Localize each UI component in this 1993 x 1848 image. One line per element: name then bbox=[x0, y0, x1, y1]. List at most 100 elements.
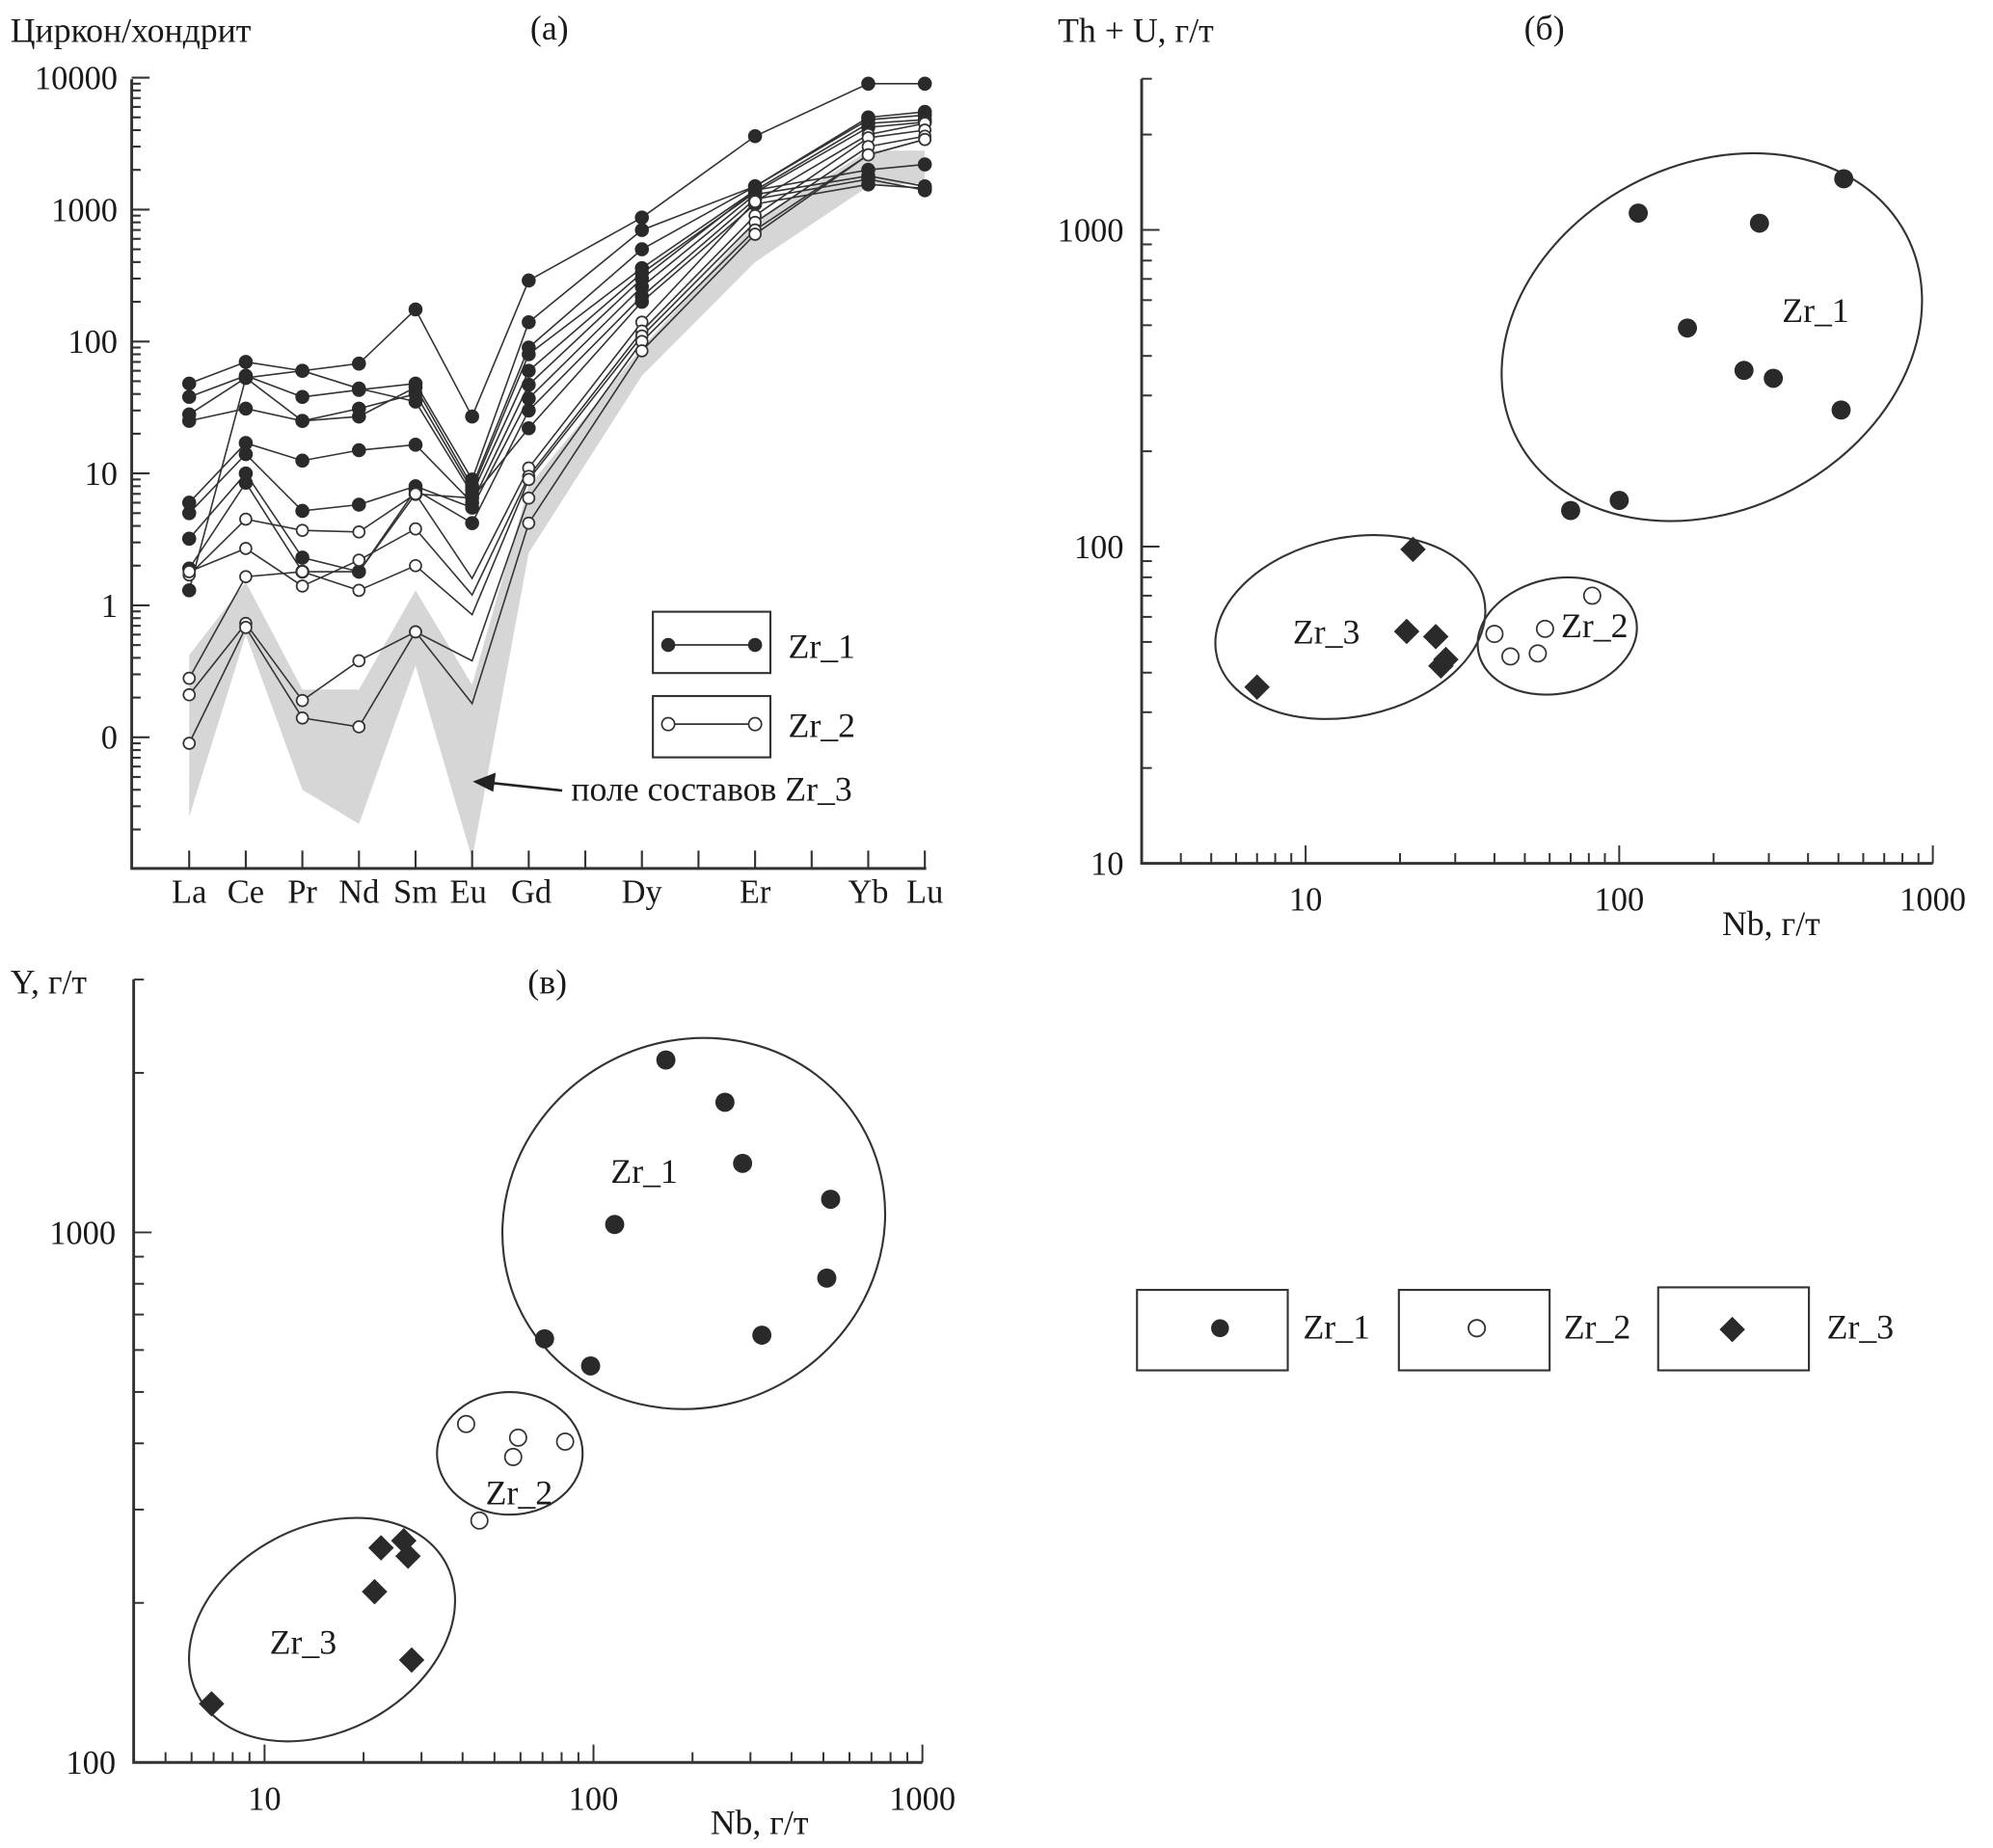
point-zr1-filled-circle bbox=[352, 381, 366, 396]
point-zr2-open-circle bbox=[352, 654, 366, 668]
point-zr2-open-circle bbox=[352, 583, 366, 598]
point-zr2-open-circle bbox=[182, 687, 197, 702]
legend-label-zr1: Zr_1 bbox=[789, 627, 856, 665]
point-zr1-filled-circle bbox=[181, 506, 197, 521]
point-zr1-filled-circle bbox=[522, 391, 536, 406]
group-label-zr3: Zr_3 bbox=[1293, 613, 1360, 652]
point-zr2-open-circle bbox=[295, 523, 310, 538]
point-zr3-diamond bbox=[362, 1578, 388, 1605]
series-line-zr_2 bbox=[188, 135, 926, 680]
point-zr1-filled-circle bbox=[352, 497, 366, 512]
point-zr1-filled-circle bbox=[1561, 500, 1580, 521]
point-zr2-open-circle bbox=[295, 710, 310, 725]
x-tick-label: 10 bbox=[248, 1781, 281, 1817]
point-zr2-open-circle bbox=[352, 720, 366, 734]
point-zr1-filled-circle bbox=[752, 1326, 772, 1345]
point-zr1-filled-circle bbox=[917, 157, 932, 172]
point-zr2-open-circle bbox=[295, 565, 310, 578]
point-zr2-open-circle bbox=[1485, 625, 1504, 644]
panel-b-ylabel: Th + U, г/т bbox=[1058, 12, 1214, 50]
legend-marker-filled-circle bbox=[660, 637, 676, 653]
point-zr1-filled-circle bbox=[1834, 169, 1854, 189]
y-tick-label: 10000 bbox=[35, 60, 118, 96]
point-zr1-filled-circle bbox=[238, 475, 254, 491]
axis-lines bbox=[132, 979, 923, 1764]
point-zr1-filled-circle bbox=[465, 516, 479, 530]
group-label-zr1: Zr_1 bbox=[610, 1152, 678, 1191]
point-zr1-filled-circle bbox=[522, 363, 536, 378]
point-zr2-open-circle bbox=[503, 1447, 523, 1466]
point-zr2-open-circle bbox=[918, 132, 932, 147]
point-zr1-filled-circle bbox=[181, 389, 197, 405]
x-tick-label: 100 bbox=[569, 1781, 619, 1817]
point-zr1-filled-circle bbox=[522, 314, 536, 330]
x-tick-label: 1000 bbox=[889, 1781, 956, 1817]
y-tick-label: 1000 bbox=[1058, 212, 1124, 249]
point-zr1-filled-circle bbox=[1609, 491, 1629, 510]
point-zr2-open-circle bbox=[456, 1414, 475, 1433]
point-zr1-filled-circle bbox=[352, 564, 366, 579]
panel-c-ylabel: Y, г/т bbox=[11, 963, 88, 1002]
legend-marker-filled-circle bbox=[747, 637, 763, 653]
point-zr2-open-circle bbox=[1535, 619, 1554, 638]
point-zr1-filled-circle bbox=[352, 356, 366, 371]
panel-b-axes: 10 100 1000 10 100 1000 bbox=[1058, 77, 1966, 919]
y-tick-label: 1 bbox=[101, 588, 118, 625]
point-zr1-filled-circle bbox=[817, 1268, 837, 1288]
point-zr1-filled-circle bbox=[1764, 368, 1784, 388]
point-zr1-filled-circle bbox=[522, 273, 536, 288]
point-zr3-diamond bbox=[1244, 674, 1270, 701]
point-zr1-filled-circle bbox=[917, 76, 932, 92]
point-zr1-filled-circle bbox=[465, 409, 479, 424]
point-zr1-filled-circle bbox=[861, 76, 875, 92]
point-zr2-open-circle bbox=[1501, 647, 1521, 666]
point-zr1-filled-circle bbox=[634, 223, 650, 237]
point-zr1-filled-circle bbox=[522, 420, 536, 436]
zr3-group-ellipse bbox=[1214, 534, 1487, 720]
point-zr1-filled-circle bbox=[534, 1328, 554, 1349]
point-zr3-diamond bbox=[1400, 536, 1426, 563]
point-zr2-open-circle bbox=[634, 344, 649, 358]
series-line-zr_2 bbox=[188, 138, 926, 702]
zr3-composition-field bbox=[189, 150, 926, 859]
point-zr1-filled-circle bbox=[352, 401, 366, 416]
panel-c-label: (в) bbox=[527, 963, 567, 1002]
y-tick-label: 1000 bbox=[51, 192, 118, 228]
group-label-zr3: Zr_3 bbox=[270, 1623, 337, 1662]
point-zr1-filled-circle bbox=[295, 363, 310, 378]
x-tick-label-nd: Nd bbox=[338, 874, 379, 911]
x-tick-label-dy: Dy bbox=[622, 874, 663, 911]
y-tick-label: 100 bbox=[66, 1745, 116, 1781]
panel-c-xlabel: Nb, г/т bbox=[711, 1803, 809, 1841]
legend-groups: Zr_1 Zr_2 Zr_3 bbox=[1136, 1286, 1894, 1372]
point-zr3-diamond bbox=[1422, 624, 1449, 650]
legend-marker-open-circle bbox=[1468, 1319, 1487, 1338]
point-zr2-open-circle bbox=[409, 558, 422, 573]
point-zr3-diamond bbox=[1433, 646, 1459, 673]
panel-b-xlabel: Nb, г/т bbox=[1722, 904, 1820, 943]
x-tick-label-ce: Ce bbox=[228, 874, 264, 911]
point-zr2-open-circle bbox=[239, 570, 253, 584]
point-zr1-filled-circle bbox=[580, 1355, 601, 1376]
point-zr2-open-circle bbox=[748, 228, 762, 241]
zr1-group-ellipse bbox=[501, 1036, 887, 1410]
y-tick-label: 10 bbox=[1091, 845, 1123, 882]
legend-label-zr2: Zr_2 bbox=[1564, 1307, 1630, 1346]
point-zr2-open-circle bbox=[522, 516, 536, 530]
legend-marker-open-circle bbox=[747, 716, 763, 732]
panel-c-y-vs-nb: Y, г/т (в) Nb, г/т 10 100 1000 100 1000 Zr_1… bbox=[11, 963, 956, 1842]
point-zr2-open-circle bbox=[470, 1511, 489, 1530]
group-label-zr1: Zr_1 bbox=[1782, 291, 1849, 330]
point-zr2-open-circle bbox=[555, 1432, 575, 1451]
point-zr1-filled-circle bbox=[238, 355, 254, 369]
point-zr1-filled-circle bbox=[352, 442, 366, 458]
arrow-head-icon bbox=[472, 772, 497, 792]
zr2-group-ellipse bbox=[436, 1390, 584, 1516]
point-zr2-open-circle bbox=[239, 512, 253, 526]
y-tick-label: 10 bbox=[85, 456, 118, 493]
x-tick-label: 1000 bbox=[1899, 882, 1966, 919]
point-zr2-open-circle bbox=[182, 565, 197, 578]
point-zr3-diamond bbox=[394, 1543, 421, 1569]
